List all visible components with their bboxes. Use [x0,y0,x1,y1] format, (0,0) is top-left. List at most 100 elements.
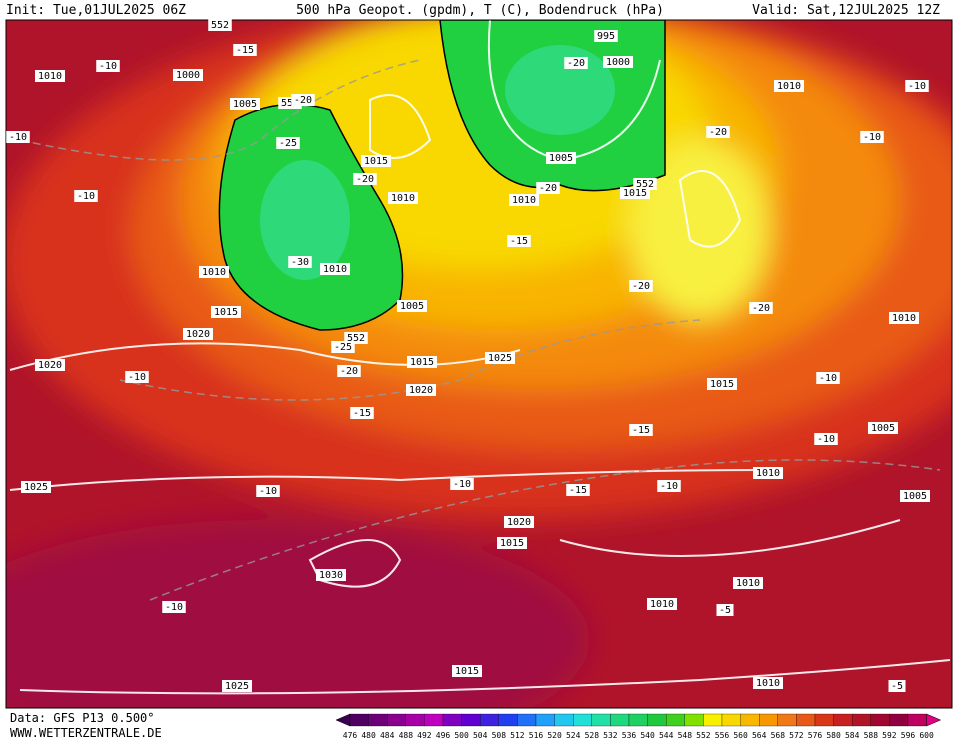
colorbar-label: 572 [789,731,804,740]
colorbar-cell [424,713,444,727]
contour-label: 1015 [410,357,434,368]
contour-label: 1015 [710,379,734,390]
label-box [211,306,241,318]
contour-label: -15 [236,45,254,56]
colorbar-label: 548 [678,731,693,740]
label-box [331,341,355,353]
label-box [507,235,531,247]
label-box [35,359,65,371]
colorbar-cell [852,713,871,727]
colorbar-label: 532 [603,731,618,740]
contour-label: -15 [353,408,371,419]
contour-label: -20 [752,303,770,314]
contour-label: -10 [99,61,117,72]
label-box [485,352,515,364]
colorbar-cell [349,713,369,727]
colorbar-label: 488 [399,731,414,740]
contour-label: -10 [817,434,835,445]
colorbar-label: 516 [529,731,544,740]
contour-label: 1000 [606,57,630,68]
label-box [337,365,361,377]
colorbar-label: 544 [659,731,674,740]
colorbar-label: 600 [919,731,934,740]
label-box [276,137,300,149]
contour-label: -25 [334,342,352,353]
contour-label: 1015 [455,666,479,677]
label-box [35,70,65,82]
contour-label: 1020 [38,360,62,371]
contour-label: -20 [356,174,374,185]
label-box [497,537,527,549]
label-box [222,680,252,692]
colorbar-label: 596 [901,731,916,740]
contour-label: -10 [77,191,95,202]
colorbar-label: 500 [454,731,469,740]
contour-label: 1020 [507,517,531,528]
label-box [173,69,203,81]
label-box [905,80,929,92]
contour-label: 1030 [319,570,343,581]
label-box [6,131,30,143]
colorbar-cell [442,713,462,727]
contour-label: 1010 [650,599,674,610]
contour-label: 1010 [892,313,916,324]
label-box [629,280,653,292]
valid-time: Valid: Sat,12JUL2025 12Z [752,3,940,18]
contour-label: 1005 [549,153,573,164]
label-box [233,44,257,56]
contour-label: -20 [632,281,650,292]
colorbar-cell [721,713,741,727]
contour-label: -5 [719,605,731,616]
label-box [162,601,186,613]
colorbar-cell [554,713,574,727]
colorbar-cell [387,713,406,727]
contour-label: -25 [279,138,297,149]
contour-label: -10 [453,479,471,490]
contour-label: 1010 [736,578,760,589]
colorbar-label: 564 [752,731,767,740]
colorbar-label: 496 [436,731,451,740]
colorbar: 476 480 484 488 492 496 500 504 508 512 516 520 524 5… [335,713,942,740]
label-box [450,478,474,490]
colorbar-label: 504 [473,731,488,740]
label-box [407,356,437,368]
contour-label: 552 [211,20,229,31]
colorbar-label: 528 [585,731,600,740]
label-box [733,577,763,589]
label-box [900,490,930,502]
init-time: Init: Tue,01JUL2025 06Z [6,3,186,18]
contour-label: -20 [340,366,358,377]
contour-label: 1010 [202,267,226,278]
site-name: WWW.WETTERZENTRALE.DE [10,726,162,740]
label-box [564,57,588,69]
label-box [353,173,377,185]
contour-label: 552 [281,98,299,109]
contour-label: -15 [632,425,650,436]
colorbar-label: 568 [771,731,786,740]
contour-label: 1010 [512,195,536,206]
label-box [546,152,576,164]
label-box [509,194,539,206]
contour-label: -10 [165,602,183,613]
colorbar-cell [740,713,760,727]
colorbar-cell [368,713,388,727]
colorbar-cell [591,713,611,727]
contour-label: -20 [709,127,727,138]
contour-label: -10 [908,81,926,92]
contour-label: -20 [567,58,585,69]
label-box [753,467,783,479]
contour-label: -15 [510,236,528,247]
contour-label: -10 [128,372,146,383]
label-box [657,480,681,492]
contour-label: 1020 [186,329,210,340]
label-box [816,372,840,384]
label-box [397,300,427,312]
label-box [629,424,653,436]
label-box [749,302,773,314]
colorbar-label: 508 [492,731,507,740]
label-box [96,60,120,72]
label-box [350,407,374,419]
colorbar-label: 536 [622,731,637,740]
